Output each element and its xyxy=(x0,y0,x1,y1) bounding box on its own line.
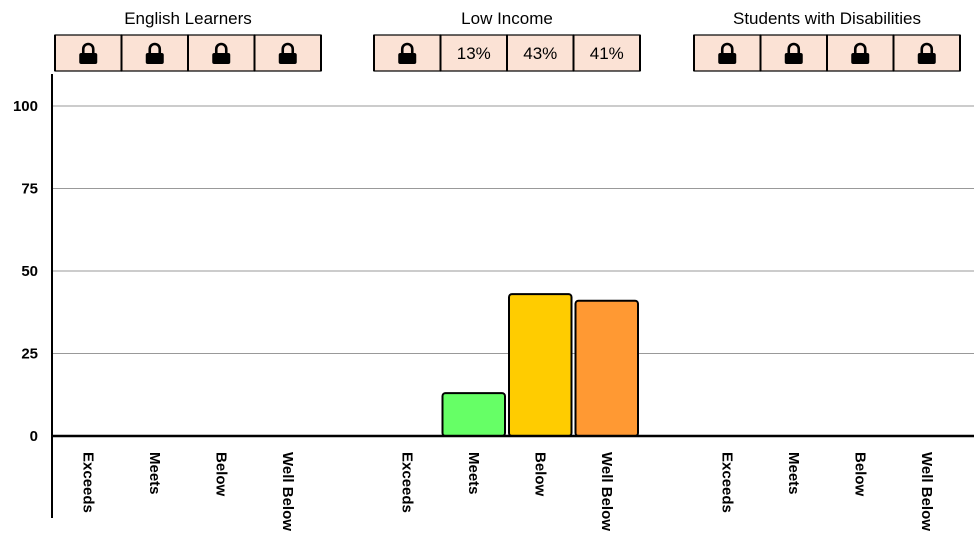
y-tick-label: 100 xyxy=(13,98,38,115)
x-category-label: Exceeds xyxy=(79,452,96,513)
lock-icon xyxy=(398,42,417,64)
y-tick-label: 75 xyxy=(21,181,38,198)
lock-icon xyxy=(917,42,936,64)
x-category-label: Exceeds xyxy=(398,452,415,513)
x-category-label: Well Below xyxy=(279,452,296,531)
bar xyxy=(441,392,506,438)
value-cell-label: 13% xyxy=(457,44,491,63)
y-tick-label: 50 xyxy=(21,263,38,280)
lock-icon xyxy=(145,42,164,64)
x-category-label: Below xyxy=(531,452,548,497)
group-title: Students with Disabilities xyxy=(733,9,921,28)
value-cell xyxy=(506,34,575,72)
y-tick-label: 25 xyxy=(21,346,38,363)
lock-icon xyxy=(278,42,297,64)
x-category-label: Meets xyxy=(146,452,163,495)
group-title: English Learners xyxy=(124,9,252,28)
x-category-label: Below xyxy=(212,452,229,497)
x-category-label: Well Below xyxy=(918,452,935,531)
y-tick-label: 0 xyxy=(30,428,38,445)
x-category-label: Meets xyxy=(465,452,482,495)
x-category-label: Below xyxy=(851,452,868,497)
x-category-label: Exceeds xyxy=(718,452,735,513)
bar xyxy=(508,293,573,437)
lock-icon xyxy=(212,42,231,64)
lock-icon xyxy=(79,42,98,64)
value-cell-label: 41% xyxy=(590,44,624,63)
x-category-label: Well Below xyxy=(598,452,615,531)
lock-icon xyxy=(851,42,870,64)
value-cell-label: 43% xyxy=(523,44,557,63)
x-category-label: Meets xyxy=(785,452,802,495)
lock-icon xyxy=(718,42,737,64)
lock-icon xyxy=(784,42,803,64)
group-title: Low Income xyxy=(461,9,553,28)
bar xyxy=(574,299,639,438)
